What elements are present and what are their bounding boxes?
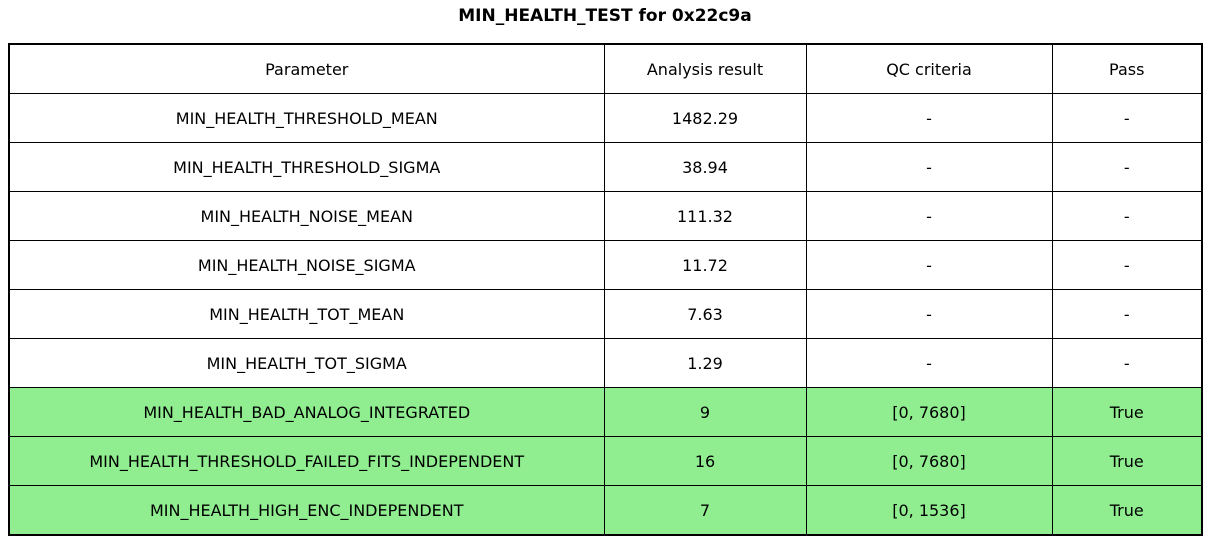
table-row: MIN_HEALTH_THRESHOLD_FAILED_FITS_INDEPEN… bbox=[8, 436, 1203, 486]
cell-pass: - bbox=[1051, 191, 1203, 241]
table-row: MIN_HEALTH_THRESHOLD_SIGMA 38.94- - bbox=[8, 142, 1203, 192]
cell-qc: - bbox=[805, 93, 1053, 143]
column-header-pass: Pass bbox=[1051, 43, 1203, 94]
cell-qc: [0, 1536] bbox=[805, 485, 1053, 536]
table-row: MIN_HEALTH_NOISE_MEAN 111.32- - bbox=[8, 191, 1203, 241]
table-row: MIN_HEALTH_NOISE_SIGMA 11.72- - bbox=[8, 240, 1203, 290]
cell-parameter: MIN_HEALTH_THRESHOLD_FAILED_FITS_INDEPEN… bbox=[8, 436, 605, 486]
header-row: Parameter Analysis result QC criteria Pa… bbox=[8, 43, 1203, 94]
cell-result: 38.94 bbox=[603, 142, 807, 192]
cell-result: 11.72 bbox=[603, 240, 807, 290]
qc-results-table: Parameter Analysis result QC criteria Pa… bbox=[8, 43, 1203, 536]
cell-pass: - bbox=[1051, 289, 1203, 339]
cell-pass: - bbox=[1051, 338, 1203, 388]
table-body: MIN_HEALTH_THRESHOLD_MEAN 1482.29- - MIN_HE… bbox=[8, 93, 1203, 536]
cell-pass: - bbox=[1051, 142, 1203, 192]
column-header-qc-criteria: QC criteria bbox=[805, 43, 1053, 94]
column-header-parameter: Parameter bbox=[8, 43, 605, 94]
table-row: MIN_HEALTH_THRESHOLD_MEAN 1482.29- - bbox=[8, 93, 1203, 143]
cell-parameter: MIN_HEALTH_NOISE_SIGMA bbox=[8, 240, 605, 290]
cell-pass: True bbox=[1051, 387, 1203, 437]
cell-parameter: MIN_HEALTH_THRESHOLD_MEAN bbox=[8, 93, 605, 143]
page-title: MIN_HEALTH_TEST for 0x22c9a bbox=[458, 6, 752, 26]
cell-qc: [0, 7680] bbox=[805, 387, 1053, 437]
cell-pass: True bbox=[1051, 436, 1203, 486]
cell-parameter: MIN_HEALTH_BAD_ANALOG_INTEGRATED bbox=[8, 387, 605, 437]
cell-result: 9 bbox=[603, 387, 807, 437]
cell-parameter: MIN_HEALTH_TOT_SIGMA bbox=[8, 338, 605, 388]
cell-qc: [0, 7680] bbox=[805, 436, 1053, 486]
cell-parameter: MIN_HEALTH_THRESHOLD_SIGMA bbox=[8, 142, 605, 192]
cell-pass: - bbox=[1051, 240, 1203, 290]
cell-qc: - bbox=[805, 289, 1053, 339]
table-header: Parameter Analysis result QC criteria Pa… bbox=[8, 43, 1203, 94]
column-header-analysis-result: Analysis result bbox=[603, 43, 807, 94]
cell-pass: True bbox=[1051, 485, 1203, 536]
table-row: MIN_HEALTH_BAD_ANALOG_INTEGRATED 9 [0, 768… bbox=[8, 387, 1203, 437]
cell-result: 1.29 bbox=[603, 338, 807, 388]
cell-result: 7.63 bbox=[603, 289, 807, 339]
cell-parameter: MIN_HEALTH_TOT_MEAN bbox=[8, 289, 605, 339]
cell-parameter: MIN_HEALTH_HIGH_ENC_INDEPENDENT bbox=[8, 485, 605, 536]
cell-result: 111.32 bbox=[603, 191, 807, 241]
cell-parameter: MIN_HEALTH_NOISE_MEAN bbox=[8, 191, 605, 241]
cell-qc: - bbox=[805, 191, 1053, 241]
cell-qc: - bbox=[805, 338, 1053, 388]
cell-result: 16 bbox=[603, 436, 807, 486]
cell-qc: - bbox=[805, 240, 1053, 290]
cell-result: 1482.29 bbox=[603, 93, 807, 143]
table-row: MIN_HEALTH_TOT_MEAN 7.63- - bbox=[8, 289, 1203, 339]
table-row: MIN_HEALTH_HIGH_ENC_INDEPENDENT 7 [0, 1536… bbox=[8, 485, 1203, 536]
cell-qc: - bbox=[805, 142, 1053, 192]
cell-pass: - bbox=[1051, 93, 1203, 143]
table-row: MIN_HEALTH_TOT_SIGMA 1.29- - bbox=[8, 338, 1203, 388]
cell-result: 7 bbox=[603, 485, 807, 536]
